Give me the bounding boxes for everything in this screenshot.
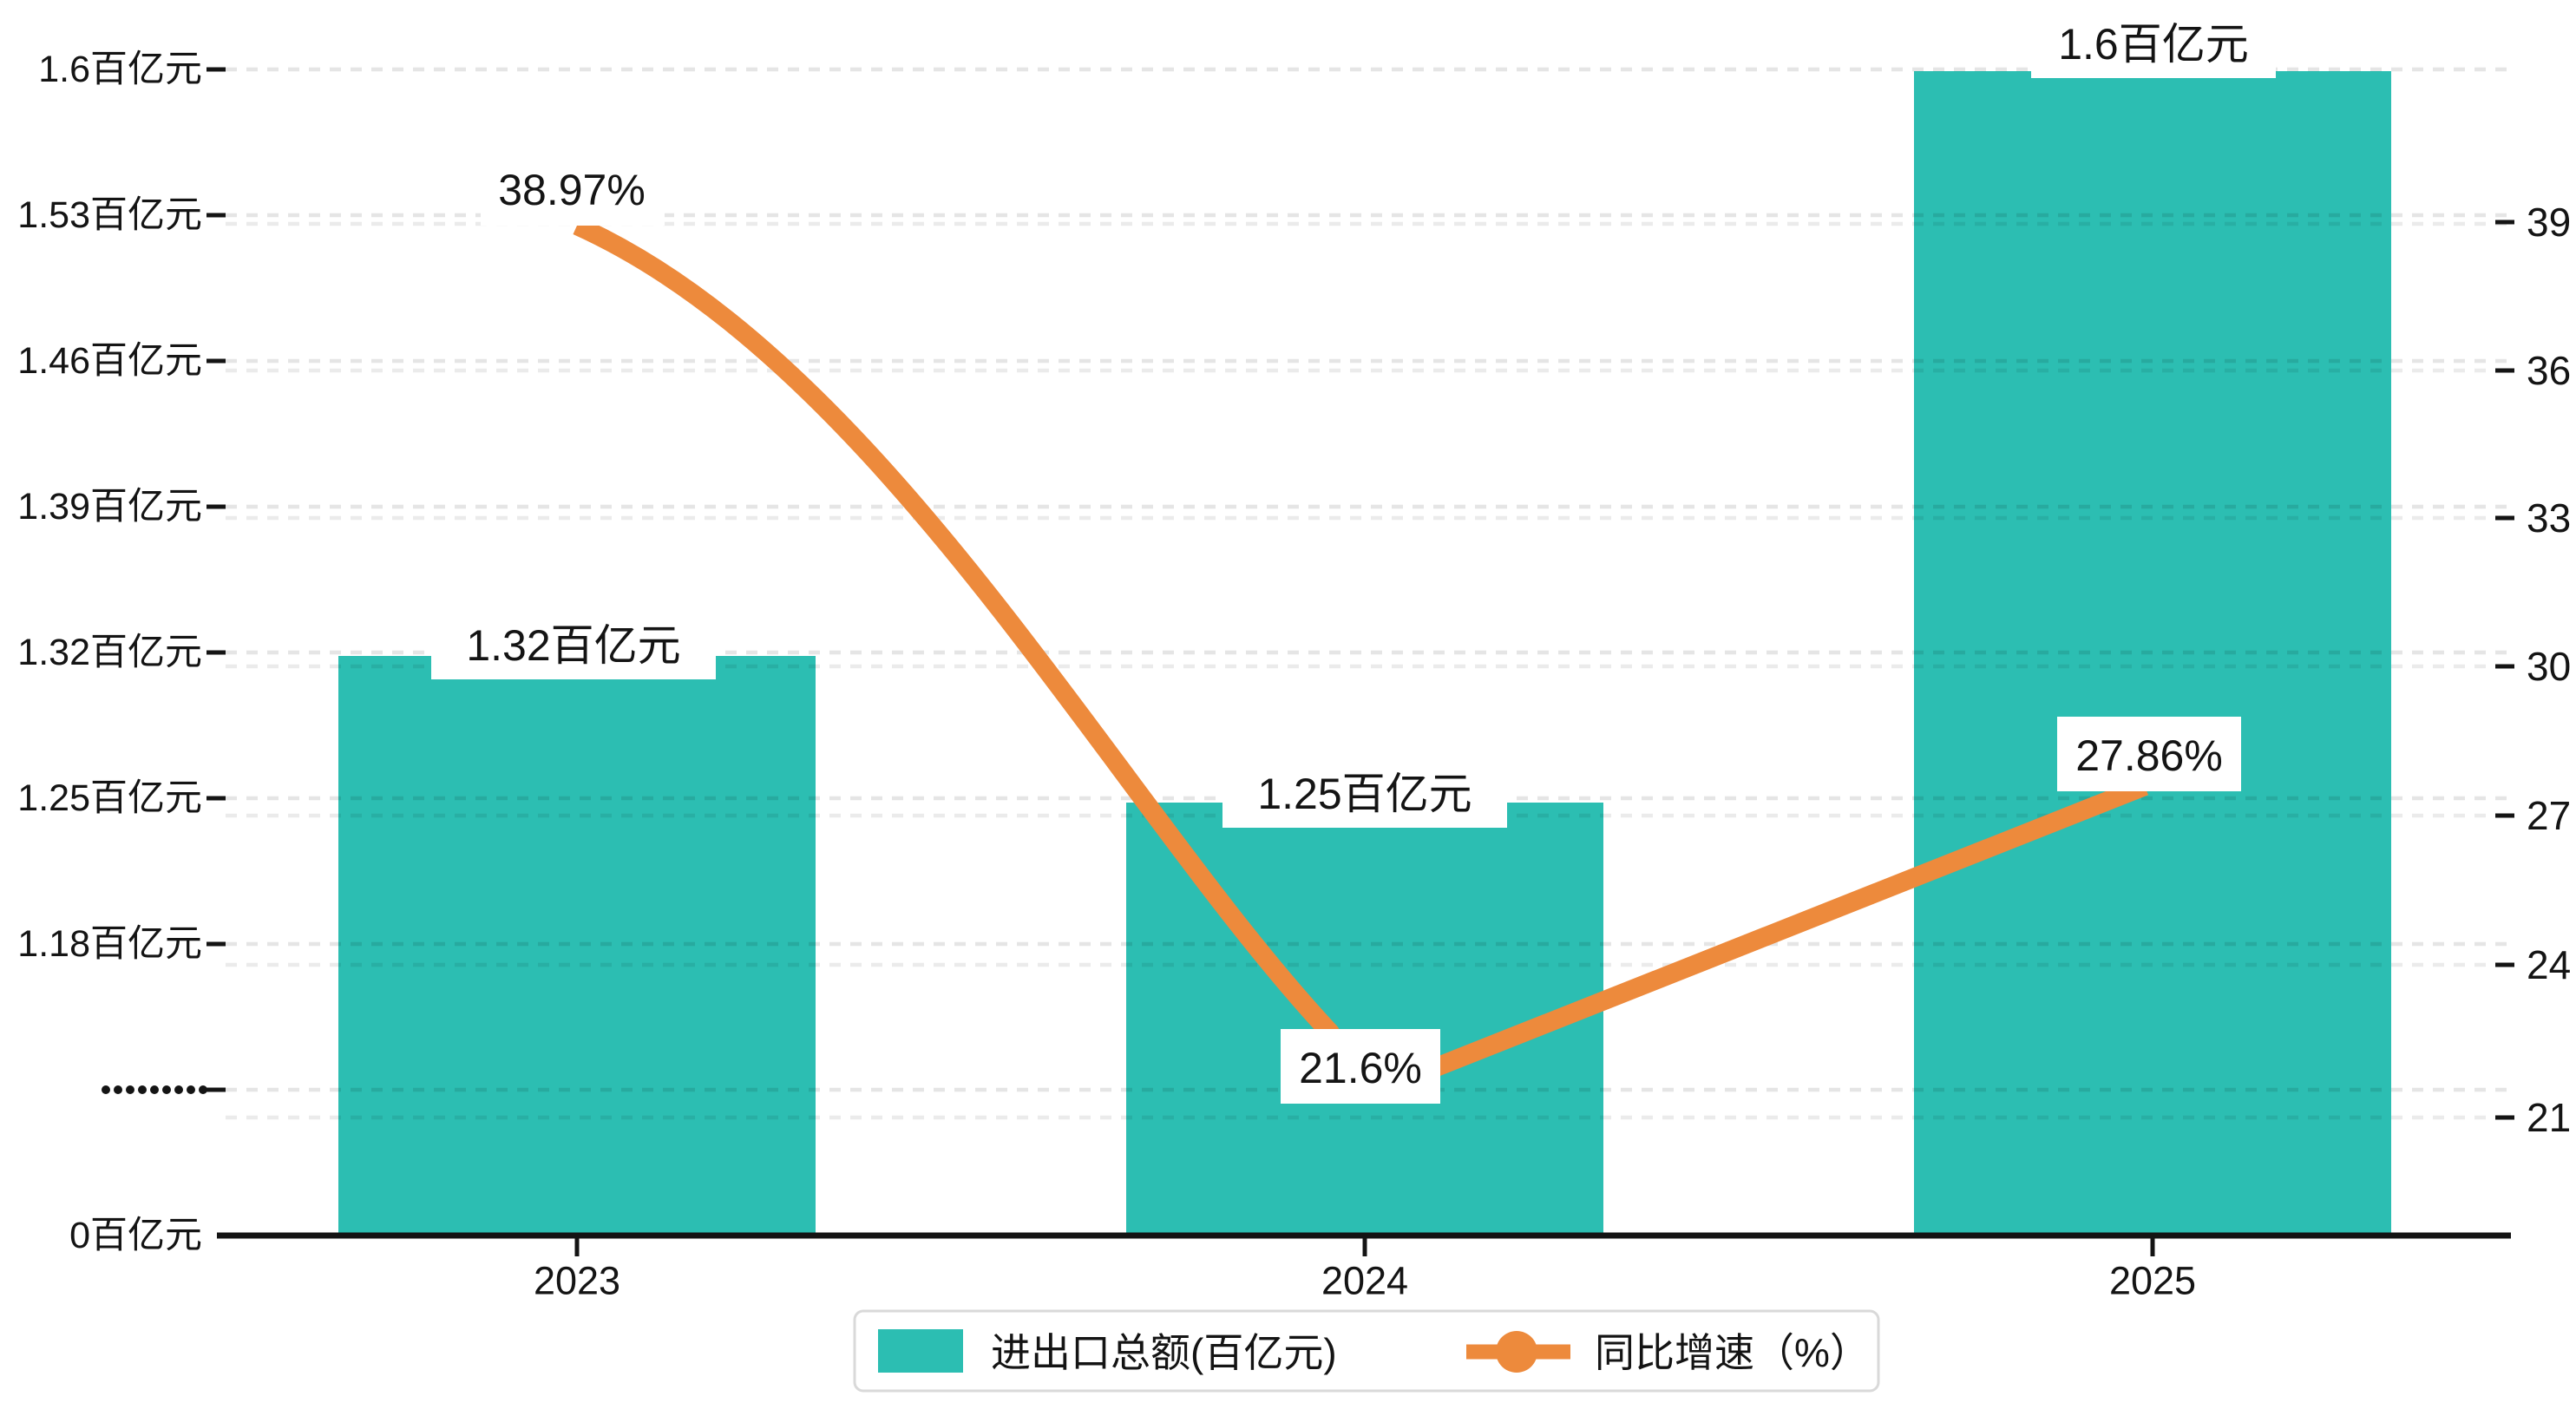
y-right-label-33: 33 (2527, 495, 2571, 541)
bar-2023[interactable] (338, 656, 816, 1236)
y-right-label-36: 36 (2527, 348, 2571, 393)
y-right-label-39: 39 (2527, 200, 2571, 245)
point-label-bg (1281, 1029, 1440, 1104)
legend-box (853, 1309, 1880, 1393)
x-axis: 2023 2024 2025 (217, 1232, 2511, 1303)
y-axis-right: 39 36 33 30 27 24 21 (2495, 200, 2571, 1140)
point-label-text: 1.25百亿元 (1257, 770, 1472, 818)
point-label-text: 1.32百亿元 (466, 621, 680, 670)
axis-break-dots (102, 1085, 207, 1094)
y-right-label-27: 27 (2527, 793, 2571, 838)
legend: 进出口总额(百亿元) 同比增速（%） (853, 1309, 1880, 1393)
y-left-label-1-53: 1.53百亿元 (17, 194, 202, 236)
point-label-bar-2025: 1.6百亿元 (2031, 7, 2276, 78)
point-label-text: 21.6% (1299, 1044, 1422, 1092)
legend-bar-swatch-icon (878, 1329, 963, 1373)
point-label-line-2023: 38.97% (481, 149, 665, 226)
x-label-2025: 2025 (2109, 1259, 2196, 1303)
point-label-bg (1222, 757, 1507, 828)
y-left-label-1-6: 1.6百亿元 (38, 49, 202, 90)
point-label-bg (431, 608, 716, 679)
y-axis-left: 1.6百亿元 1.53百亿元 1.46百亿元 1.39百亿元 1.32百亿元 1… (17, 49, 226, 1256)
y-right-label-21: 21 (2527, 1095, 2571, 1140)
legend-line-dot-icon (1496, 1331, 1537, 1373)
legend-item-bar[interactable]: 进出口总额(百亿元) (878, 1329, 1337, 1375)
point-label-text: 38.97% (498, 166, 646, 214)
y-right-label-30: 30 (2527, 644, 2571, 689)
point-label-bar-2024: 1.25百亿元 (1222, 757, 1507, 828)
point-label-bg (2031, 7, 2276, 78)
point-label-bg (2057, 717, 2241, 791)
x-label-2024: 2024 (1321, 1259, 1408, 1303)
y-left-label-1-32: 1.32百亿元 (17, 632, 202, 673)
y-left-label-1-39: 1.39百亿元 (17, 486, 202, 528)
y-left-label-0: 0百亿元 (69, 1215, 202, 1256)
x-label-2023: 2023 (534, 1259, 620, 1303)
y-axis-right-ticks (2495, 220, 2514, 1120)
bar-2025[interactable] (1914, 71, 2391, 1236)
y-left-label-1-46: 1.46百亿元 (17, 340, 202, 382)
point-label-bg (481, 149, 665, 226)
y-left-label-1-18: 1.18百亿元 (17, 923, 202, 965)
legend-item-line[interactable]: 同比增速（%） (1466, 1330, 1870, 1375)
point-label-bar-2023: 1.32百亿元 (431, 608, 716, 679)
point-label-text: 27.86% (2075, 731, 2223, 780)
bar-series (338, 71, 2391, 1236)
point-label-line-2025: 27.86% (2057, 717, 2241, 791)
point-label-text: 1.6百亿元 (2058, 20, 2249, 69)
y-left-label-1-25: 1.25百亿元 (17, 777, 202, 819)
point-labels: 1.32百亿元 1.25百亿元 1.6百亿元 38.97% 21.6% 27.8… (431, 7, 2276, 1104)
y-axis-left-ticks (206, 67, 226, 1092)
legend-line-label: 同比增速（%） (1595, 1330, 1870, 1375)
point-label-line-2024: 21.6% (1281, 1029, 1440, 1104)
legend-bar-label: 进出口总额(百亿元) (991, 1330, 1337, 1375)
y-right-label-24: 24 (2527, 942, 2571, 987)
